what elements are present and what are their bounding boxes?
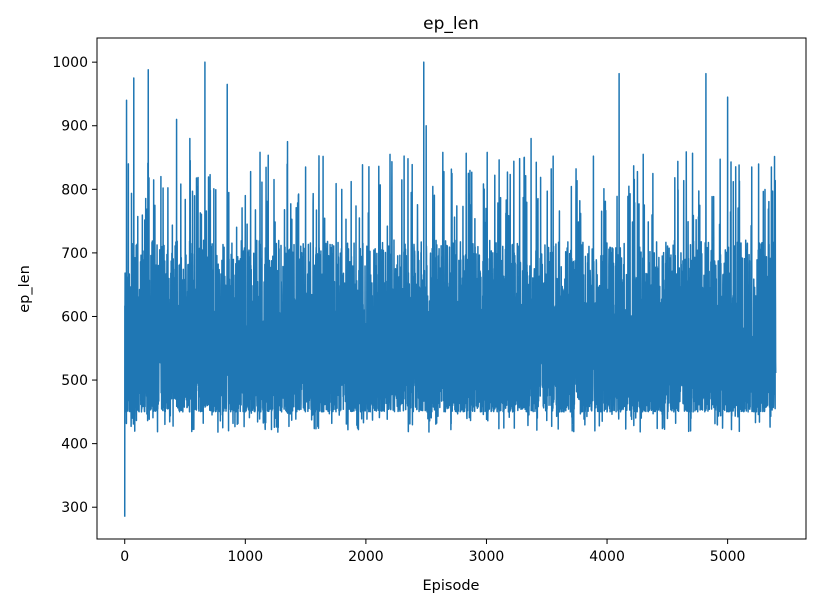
x-tick-label: 3000 bbox=[469, 549, 505, 565]
x-tick-label: 1000 bbox=[227, 549, 263, 565]
y-axis: 300 400 500 600 700 800 900 1000 bbox=[52, 55, 97, 516]
y-tick-label: 300 bbox=[61, 500, 88, 516]
y-tick-label: 600 bbox=[61, 309, 88, 325]
axes-frame bbox=[96, 37, 807, 540]
series-line bbox=[123, 61, 777, 517]
chart-title: ep_len bbox=[423, 14, 479, 34]
y-tick-label: 800 bbox=[61, 182, 88, 198]
x-tick-label: 0 bbox=[120, 549, 129, 565]
x-axis: 0 1000 2000 3000 4000 5000 bbox=[120, 539, 745, 565]
x-tick-label: 5000 bbox=[710, 549, 746, 565]
y-tick-label: 900 bbox=[61, 119, 88, 135]
plot-area bbox=[123, 61, 777, 517]
x-axis-label: Episode bbox=[423, 578, 480, 594]
x-tick-label: 4000 bbox=[589, 549, 625, 565]
y-tick-label: 400 bbox=[61, 437, 88, 453]
y-tick-label: 700 bbox=[61, 246, 88, 262]
y-axis-label: ep_len bbox=[17, 265, 33, 313]
x-tick-label: 2000 bbox=[348, 549, 384, 565]
y-tick-label: 500 bbox=[61, 373, 88, 389]
y-tick-label: 1000 bbox=[52, 55, 88, 71]
